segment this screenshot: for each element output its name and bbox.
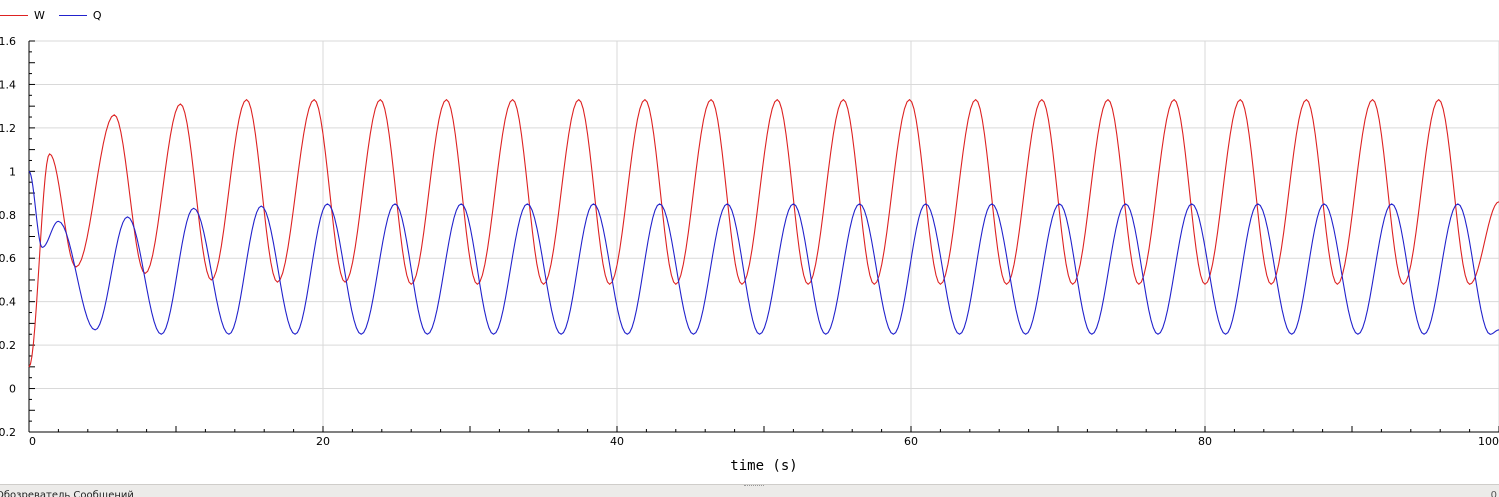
x-tick-label: 60 — [904, 435, 918, 448]
series-line-w — [28, 98, 1499, 368]
series-line-q — [28, 170, 1499, 335]
legend-label-q: Q — [92, 8, 102, 22]
y-tick-label: 1 — [9, 165, 16, 178]
y-tick-label: -0.2 — [0, 426, 16, 439]
y-tick-label: 0.4 — [0, 296, 16, 309]
y-tick-label: 0.6 — [0, 252, 16, 265]
message-browser-bar[interactable]: Обозреватель Сообщений 0 — [0, 484, 1499, 497]
x-tick-label: 40 — [610, 435, 624, 448]
legend-item-w: W — [0, 9, 45, 22]
splitter-handle[interactable] — [744, 485, 764, 488]
x-axis-label: time (s) — [730, 458, 797, 474]
grid — [28, 40, 1499, 433]
x-tick-label: 80 — [1198, 435, 1212, 448]
y-tick-label: 1.2 — [0, 122, 16, 135]
axes — [28, 40, 1499, 433]
statusbar-right-indicator: 0 — [1490, 490, 1497, 497]
tick-labels: 0 20 40 60 80 100 -0.2 0 0.2 0.4 0.6 0.8 1 1.2 1.4 1.6 — [0, 35, 1499, 448]
x-tick-label: 0 — [29, 435, 36, 448]
y-tick-label: 0.2 — [0, 339, 16, 352]
y-tick-label: 1.4 — [0, 78, 16, 91]
line-chart: 020406080100-0.200.20.40.60.811.21.41.6 … — [0, 35, 1499, 474]
legend-swatch-q — [58, 14, 87, 16]
series — [28, 98, 1499, 368]
x-tick-label: 20 — [316, 435, 330, 448]
message-browser-label: Обозреватель Сообщений — [0, 490, 134, 497]
legend-swatch-w — [0, 14, 28, 16]
legend-label-w: W — [34, 8, 45, 22]
y-tick-label: 0 — [9, 383, 16, 396]
legend: W Q — [0, 4, 116, 26]
y-tick-label: 0.8 — [0, 209, 16, 222]
x-tick-label: 100 — [1478, 435, 1499, 448]
legend-item-q: Q — [58, 8, 102, 22]
y-tick-label: 1.6 — [0, 35, 16, 48]
